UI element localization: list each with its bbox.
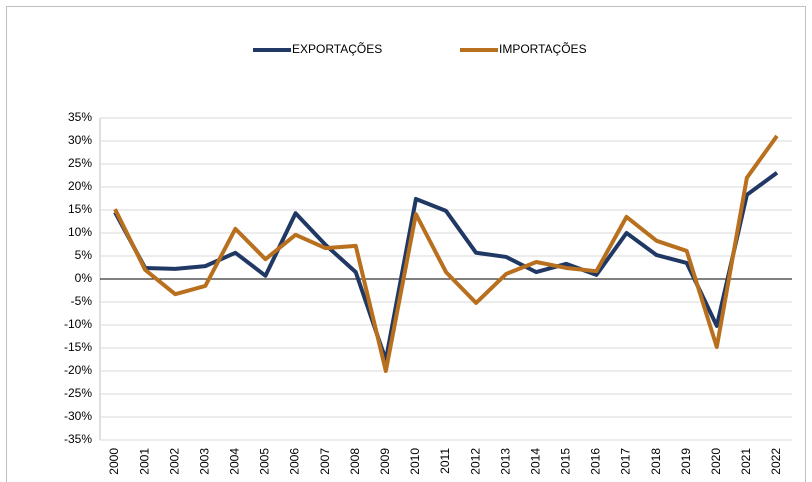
y-tick-label: 15% — [68, 202, 92, 216]
x-tick-label: 2003 — [197, 448, 211, 475]
x-tick-label: 2016 — [589, 448, 603, 475]
x-tick-label: 2013 — [498, 448, 512, 475]
x-tick-label: 2002 — [167, 448, 181, 475]
y-tick-label: 35% — [68, 110, 92, 124]
y-tick-label: -20% — [64, 363, 92, 377]
data-line — [113, 134, 779, 373]
x-tick-label: 2001 — [137, 448, 151, 475]
x-tick-label: 2014 — [528, 448, 542, 475]
y-tick-label: -5% — [71, 294, 93, 308]
chart-border — [6, 6, 806, 482]
legend-label: EXPORTAÇÕES — [292, 41, 382, 56]
x-tick-label: 2012 — [468, 448, 482, 475]
y-tick-label: 30% — [68, 133, 92, 147]
x-tick-label: 2000 — [107, 448, 121, 475]
x-tick-label: 2019 — [679, 448, 693, 475]
y-tick-label: -25% — [64, 386, 92, 400]
x-tick-label: 2017 — [619, 448, 633, 475]
y-tick-label: 0% — [75, 271, 93, 285]
y-tick-label: -15% — [64, 340, 92, 354]
y-tick-label: 5% — [75, 248, 93, 262]
x-tick-label: 2022 — [769, 448, 783, 475]
legend-label: IMPORTAÇÕES — [499, 41, 587, 56]
data-line — [113, 171, 779, 362]
x-tick-label: 2004 — [228, 448, 242, 475]
x-tick-label: 2007 — [318, 448, 332, 475]
x-tick-label: 2015 — [559, 448, 573, 475]
y-tick-label: 10% — [68, 225, 92, 239]
y-tick-label: 20% — [68, 179, 92, 193]
y-tick-label: -35% — [64, 432, 92, 446]
x-tick-label: 2005 — [258, 448, 272, 475]
x-tick-label: 2011 — [438, 448, 452, 474]
x-tick-label: 2021 — [739, 448, 753, 475]
x-tick-label: 2010 — [408, 448, 422, 475]
x-tick-label: 2009 — [378, 448, 392, 475]
y-tick-label: -30% — [64, 409, 92, 423]
x-tick-label: 2008 — [348, 448, 362, 475]
y-tick-label: -10% — [64, 317, 92, 331]
x-tick-label: 2018 — [649, 448, 663, 475]
y-tick-label: 25% — [68, 156, 92, 170]
x-tick-label: 2020 — [709, 448, 723, 475]
x-tick-label: 2006 — [288, 448, 302, 475]
